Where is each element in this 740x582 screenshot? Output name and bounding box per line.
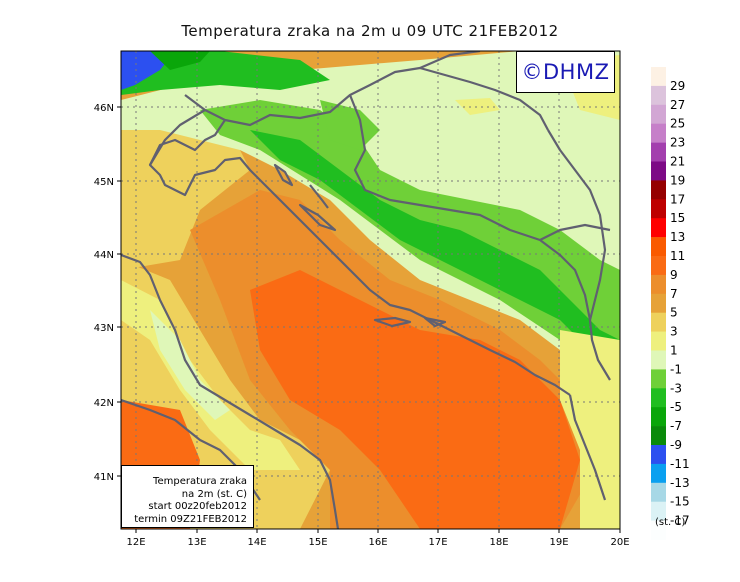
colorbar-swatch: [651, 331, 666, 351]
colorbar-label: -17: [670, 514, 690, 528]
colorbar-label: 7: [670, 287, 678, 301]
info-line: Temperatura zraka: [153, 476, 247, 487]
x-tick-label: 19E: [549, 537, 568, 548]
colorbar-swatch: [651, 104, 666, 124]
colorbar-swatch: [651, 180, 666, 200]
colorbar-swatch: [651, 463, 666, 484]
y-tick-label: 43N: [94, 323, 114, 334]
colorbar-label: 9: [670, 268, 678, 282]
colorbar-label: -11: [670, 457, 690, 471]
x-tick-label: 16E: [368, 537, 387, 548]
y-tick-label: 42N: [94, 398, 114, 409]
colorbar-label: 19: [670, 173, 685, 187]
colorbar-label: 1: [670, 344, 678, 358]
chart-title: Temperatura zraka na 2m u 09 UTC 21FEB20…: [181, 22, 559, 40]
dhmz-logo: ©DHMZ: [516, 51, 615, 93]
colorbar-swatch: [651, 482, 666, 502]
y-tick-label: 41N: [94, 472, 114, 483]
colorbar-unit: (st. C): [655, 517, 686, 528]
logo-text: ©DHMZ: [521, 60, 610, 84]
x-tick-label: 18E: [489, 537, 508, 548]
axis-ticks: [117, 106, 621, 533]
colorbar-label: -5: [670, 400, 682, 414]
colorbar-swatch: [651, 312, 666, 332]
colorbar-label: 5: [670, 306, 678, 320]
info-line: start 00z20feb2012: [148, 501, 247, 512]
temperature-field: [121, 51, 620, 529]
colorbar-label: 3: [670, 325, 678, 339]
colorbar-swatch: [651, 256, 666, 276]
colorbar-swatch: [651, 293, 666, 313]
x-tick-label: 15E: [308, 537, 327, 548]
colorbar-label: 23: [670, 136, 685, 150]
colorbar-swatch: [651, 369, 666, 389]
colorbar-swatch: [651, 142, 666, 162]
colorbar-label: 27: [670, 98, 685, 112]
colorbar-swatch: [651, 445, 666, 465]
map-frame: [120, 50, 621, 530]
colorbar-label: 15: [670, 211, 685, 225]
colorbar-swatch: [651, 407, 666, 427]
colorbar-swatch: [651, 274, 666, 295]
colorbar: 29 27 25 23 21 19 17 15 13 11 9 7 5 3 1 -1 -3 -5 -7 -9 -11 -1…: [651, 67, 690, 540]
colorbar-label: 11: [670, 249, 685, 263]
colorbar-label: 29: [670, 79, 685, 93]
coastlines-borders: [121, 51, 611, 529]
colorbar-swatch: [651, 237, 666, 257]
colorbar-label: -15: [670, 495, 690, 509]
colorbar-label: 25: [670, 117, 685, 131]
info-line: na 2m (st. C): [181, 488, 247, 500]
colorbar-swatch: [651, 67, 666, 87]
colorbar-swatch: [651, 501, 666, 521]
info-legend-box: Temperatura zraka na 2m (st. C) start 00…: [121, 465, 254, 528]
colorbar-swatch: [651, 123, 666, 143]
colorbar-label: -7: [670, 419, 682, 433]
lat-lon-grid: [121, 51, 620, 529]
x-tick-label: 14E: [247, 537, 266, 548]
colorbar-swatch: [651, 388, 666, 408]
colorbar-label: 17: [670, 192, 685, 206]
colorbar-label: -3: [670, 381, 682, 395]
colorbar-swatch: [651, 85, 666, 106]
x-tick-label: 17E: [428, 537, 447, 548]
colorbar-swatch: [651, 199, 666, 219]
colorbar-label: -1: [670, 362, 682, 376]
info-line: termin 09Z21FEB2012: [134, 513, 247, 525]
colorbar-label: 21: [670, 155, 685, 169]
y-tick-label: 46N: [94, 103, 114, 114]
y-tick-label: 45N: [94, 177, 114, 188]
y-tick-label: 44N: [94, 250, 114, 261]
colorbar-swatch: [651, 520, 666, 540]
x-tick-label: 20E: [610, 537, 629, 548]
colorbar-swatch: [651, 350, 666, 370]
colorbar-label: 13: [670, 230, 685, 244]
x-tick-label: 13E: [187, 537, 206, 548]
colorbar-swatch: [651, 218, 666, 238]
colorbar-label: -9: [670, 438, 682, 452]
x-tick-label: 12E: [126, 537, 145, 548]
colorbar-label: -13: [670, 476, 690, 490]
colorbar-swatch: [651, 426, 666, 446]
colorbar-swatch: [651, 161, 666, 181]
